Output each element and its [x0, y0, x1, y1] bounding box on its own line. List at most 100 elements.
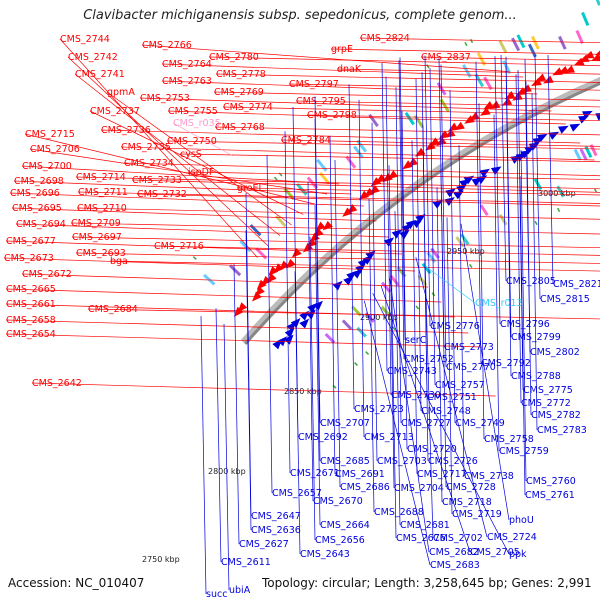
cog-block — [439, 98, 450, 113]
forward-gene-arrow — [273, 263, 284, 274]
forward-gene-arrow — [501, 97, 513, 106]
gene-label: CMS_2703 — [377, 456, 427, 467]
gene-leader-line — [436, 187, 443, 503]
gene-leader-line — [505, 66, 512, 377]
cog-block — [498, 39, 508, 54]
gene-leader-line — [31, 382, 496, 397]
cog-block — [368, 113, 379, 128]
gene-label: CMS_2742 — [68, 52, 118, 63]
gene-leader-line — [76, 207, 600, 220]
gene-leader-line — [385, 76, 392, 396]
gene-leader-line — [368, 198, 375, 513]
gene-leader-line — [460, 223, 510, 521]
gene-label: CMS_2700 — [22, 161, 72, 172]
gene-label: CMS_2686 — [340, 482, 390, 493]
gene-leader-line — [515, 74, 522, 404]
gene-leader-line — [334, 160, 341, 488]
reverse-gene-arrow — [332, 280, 343, 291]
gene-leader-line — [294, 271, 301, 555]
gene-label: CMS_2805 — [506, 276, 556, 287]
cog-block — [316, 158, 328, 172]
forward-gene-arrow — [595, 47, 600, 56]
green-mark — [468, 263, 473, 268]
gene-leader-line — [424, 55, 431, 327]
gene-leader-line — [75, 176, 600, 190]
gene-leader-line — [411, 140, 418, 475]
gene-label: CMS_2656 — [315, 535, 365, 546]
kbp-tick-label: 3000 kbp — [538, 189, 576, 198]
gene-leader-line — [306, 114, 600, 122]
cog-block — [421, 262, 432, 275]
gene-label: CMS_2726 — [428, 456, 478, 467]
gene-label: CMS_2724 — [487, 532, 537, 543]
gene-leader-line — [359, 37, 600, 44]
gene-leader-line — [336, 68, 600, 75]
forward-gene-arrow — [479, 107, 491, 116]
forward-gene-arrow — [237, 302, 248, 313]
gene-leader-line — [15, 223, 390, 238]
green-mark — [426, 64, 430, 69]
gene-leader-line — [215, 73, 600, 83]
gene-label: CMS_2744 — [60, 34, 110, 45]
gene-leader-line — [307, 181, 314, 502]
cog-block — [318, 171, 331, 185]
gene-label: CMS_2664 — [320, 520, 370, 531]
gene-leader-line — [372, 293, 510, 555]
gene-label: gpmA — [107, 87, 135, 98]
gene-leader-line — [200, 316, 207, 595]
gene-leader-line — [358, 99, 365, 438]
gene-label: CMS_2766 — [142, 40, 192, 51]
gene-label: CMS_2772 — [521, 398, 571, 409]
gene-leader-line — [9, 192, 364, 207]
gene-leader-line — [13, 180, 352, 195]
cog-block — [460, 233, 470, 246]
cog-block — [533, 178, 543, 191]
gene-leader-line — [388, 165, 395, 489]
gene-label: CMS_2738 — [464, 471, 514, 482]
gene-label: CMS_2719 — [452, 509, 502, 520]
gene-leader-line — [284, 131, 291, 474]
reverse-gene-arrow — [463, 175, 475, 185]
gene-label: CMS_2821 — [553, 279, 600, 290]
gene-label: CMS_2757 — [435, 380, 485, 391]
green-mark — [415, 305, 420, 310]
reverse-gene-arrow — [305, 309, 316, 320]
gene-leader-line — [525, 81, 532, 416]
gene-leader-line — [21, 165, 340, 185]
cog-block — [228, 264, 242, 277]
gene-leader-line — [87, 308, 600, 320]
reverse-gene-arrow — [558, 125, 569, 134]
gene-label: CMS_2815 — [540, 294, 590, 305]
gene-leader-line — [478, 103, 485, 440]
green-mark — [354, 362, 359, 367]
gene-label: CMS_2636 — [251, 525, 301, 536]
gene-label: CMS_2727 — [401, 418, 451, 429]
gene-leader-line — [5, 240, 403, 255]
gene-label: phoU — [509, 515, 534, 526]
forward-gene-arrow — [444, 129, 456, 138]
gene-label: CMS_r013 — [475, 298, 523, 309]
gene-leader-line — [215, 308, 222, 563]
gene-label: CMS_2792 — [481, 358, 531, 369]
accession-text: Accession: NC_010407 — [8, 576, 145, 590]
gene-leader-line — [314, 96, 321, 424]
gene-leader-line — [223, 323, 230, 591]
gene-leader-line — [161, 80, 538, 95]
gene-label: CMS_2743 — [387, 366, 437, 377]
gene-leader-line — [71, 236, 600, 249]
green-mark — [593, 188, 598, 193]
forward-gene-arrow — [313, 228, 324, 238]
gene-leader-line — [531, 93, 538, 431]
cog-block — [581, 11, 590, 26]
gene-label: ppk — [509, 549, 527, 560]
gene-leader-line — [295, 100, 600, 108]
gene-leader-line — [141, 44, 510, 73]
cog-block — [589, 144, 598, 157]
gene-label: CMS_2705 — [470, 547, 520, 558]
gene-leader-line — [161, 63, 524, 78]
gene-leader-line — [500, 54, 507, 282]
gene-leader-line — [100, 129, 581, 144]
gene-label: CMS_2627 — [239, 539, 289, 550]
cog-block — [530, 35, 540, 50]
forward-gene-arrow — [504, 90, 516, 100]
